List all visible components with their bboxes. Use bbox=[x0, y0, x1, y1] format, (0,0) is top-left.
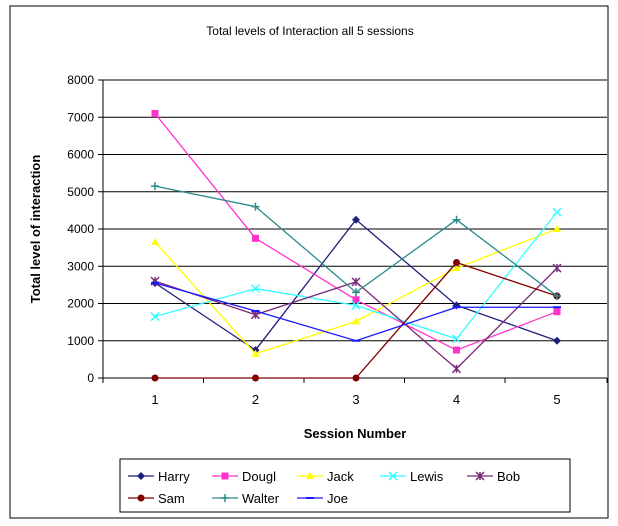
data-point-walter bbox=[553, 292, 561, 301]
legend-marker-lewis bbox=[388, 471, 398, 481]
x-tick-label: 1 bbox=[151, 392, 158, 407]
gridlines bbox=[103, 79, 607, 342]
y-tick-label: 5000 bbox=[67, 185, 94, 199]
data-point-sam bbox=[151, 374, 159, 382]
legend-label-lewis: Lewis bbox=[410, 469, 444, 484]
x-tick-label: 5 bbox=[553, 392, 560, 407]
data-point-harry bbox=[553, 336, 561, 345]
y-tick-label: 7000 bbox=[67, 110, 94, 124]
legend-item-harry: Harry bbox=[128, 469, 190, 484]
legend-label-harry: Harry bbox=[158, 469, 190, 484]
data-point-bob bbox=[351, 277, 361, 287]
legend-item-walter: Walter bbox=[212, 491, 280, 506]
data-point-harry bbox=[352, 215, 360, 224]
data-point-dougl bbox=[151, 110, 159, 118]
legend-marker-harry bbox=[137, 472, 145, 480]
data-point-bob bbox=[552, 263, 562, 273]
data-point-sam bbox=[252, 374, 259, 382]
y-tick-label: 8000 bbox=[67, 73, 94, 87]
chart-title: Total levels of Interaction all 5 sessio… bbox=[206, 24, 413, 38]
data-point-dougl bbox=[352, 296, 360, 304]
legend-marker-bob bbox=[475, 471, 485, 481]
y-axis-label: Total level of interaction bbox=[28, 155, 43, 304]
legend-label-bob: Bob bbox=[497, 469, 520, 484]
legend-marker-walter bbox=[221, 494, 229, 502]
data-point-sam bbox=[352, 374, 360, 382]
legend: Harry Dougl Jack Lewis Bob Sam Walter Joe bbox=[128, 469, 520, 506]
y-tick-label: 4000 bbox=[67, 222, 94, 236]
data-point-dougl bbox=[553, 308, 561, 316]
series-lewis bbox=[150, 207, 562, 344]
x-tick-label: 3 bbox=[352, 392, 359, 407]
series-bob bbox=[150, 263, 562, 374]
legend-item-jack: Jack bbox=[297, 469, 354, 484]
data-point-lewis bbox=[150, 312, 160, 322]
y-tick-label: 1000 bbox=[67, 334, 94, 348]
series-lines bbox=[150, 110, 562, 382]
legend-item-sam: Sam bbox=[128, 491, 185, 506]
data-point-walter bbox=[452, 215, 461, 224]
series-jack bbox=[151, 225, 561, 357]
data-point-jack bbox=[352, 317, 360, 325]
data-point-walter bbox=[151, 182, 159, 191]
data-point-sam bbox=[453, 259, 460, 267]
series-dougl bbox=[151, 110, 561, 354]
data-point-dougl bbox=[252, 234, 259, 242]
data-point-jack bbox=[452, 264, 461, 272]
x-tick-label: 2 bbox=[252, 392, 259, 407]
data-point-lewis bbox=[451, 334, 462, 344]
legend-label-sam: Sam bbox=[158, 491, 185, 506]
legend-marker-sam bbox=[137, 494, 145, 502]
legend-marker-dougl bbox=[221, 472, 229, 480]
legend-item-lewis: Lewis bbox=[380, 469, 444, 484]
legend-label-joe: Joe bbox=[327, 491, 348, 506]
x-axis-label: Session Number bbox=[304, 426, 407, 441]
y-tick-label: 0 bbox=[87, 371, 94, 385]
legend-label-jack: Jack bbox=[327, 469, 354, 484]
x-tick-label: 4 bbox=[453, 392, 460, 407]
data-point-walter bbox=[251, 202, 260, 211]
legend-item-joe: Joe bbox=[297, 491, 348, 506]
legend-label-walter: Walter bbox=[242, 491, 280, 506]
series-joe bbox=[151, 282, 561, 342]
legend-item-bob: Bob bbox=[467, 469, 520, 484]
data-point-bob bbox=[451, 364, 462, 374]
legend-item-dougl: Dougl bbox=[212, 469, 276, 484]
legend-label-dougl: Dougl bbox=[242, 469, 276, 484]
data-point-lewis bbox=[351, 300, 361, 310]
data-point-jack bbox=[251, 349, 260, 357]
legend-marker-jack bbox=[306, 472, 314, 479]
data-point-lewis bbox=[552, 207, 562, 217]
y-tick-label: 3000 bbox=[67, 259, 94, 273]
data-point-dougl bbox=[453, 346, 460, 354]
y-tick-label: 6000 bbox=[67, 148, 94, 162]
legend-box bbox=[119, 458, 571, 513]
data-point-walter bbox=[352, 288, 360, 297]
axes: 0 1000 2000 3000 4000 5000 6000 7000 8000 1 2 3 4 5 bbox=[67, 73, 608, 407]
data-point-jack bbox=[553, 225, 561, 232]
data-point-lewis bbox=[250, 284, 261, 294]
y-tick-label: 2000 bbox=[67, 297, 94, 311]
data-point-jack bbox=[151, 238, 159, 246]
series-walter bbox=[151, 182, 561, 301]
